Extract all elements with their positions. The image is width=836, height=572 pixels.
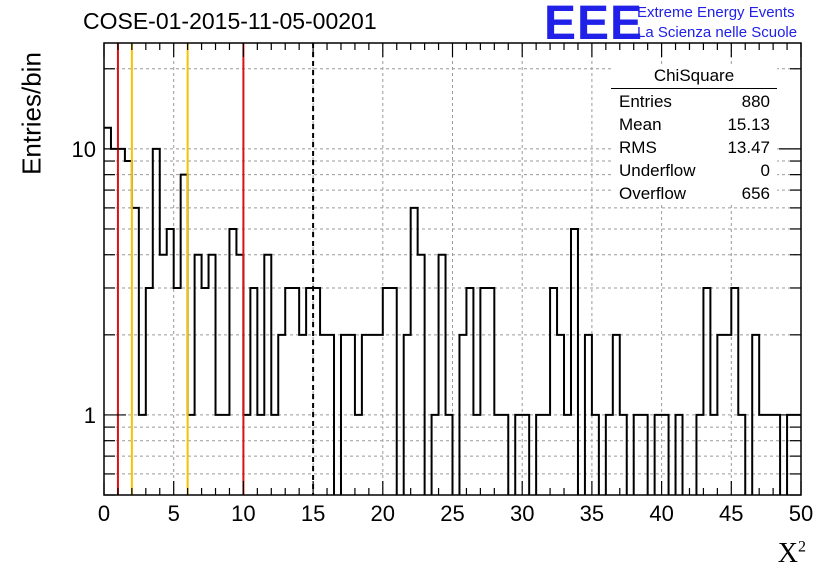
stats-row: Underflow 0 bbox=[611, 159, 777, 182]
stats-label: RMS bbox=[619, 138, 657, 157]
axes: 0 5 10 15 20 25 30 35 40 45 50 1 10 bbox=[72, 42, 813, 526]
x-tick-label: 25 bbox=[440, 501, 464, 526]
eee-logo: EEE bbox=[544, 0, 644, 50]
y-axis-label: Entries/bin bbox=[16, 52, 47, 175]
stats-box: ChiSquare Entries 880 Mean 15.13 RMS 13.47 Und… bbox=[611, 66, 777, 205]
stats-value: 880 bbox=[741, 92, 770, 111]
stats-label: Overflow bbox=[619, 184, 687, 203]
vertical-marker-lines bbox=[116, 43, 315, 495]
x-tick-label: 40 bbox=[649, 501, 673, 526]
stats-row: RMS 13.47 bbox=[611, 136, 777, 159]
stats-label: Underflow bbox=[619, 161, 696, 180]
stats-title: ChiSquare bbox=[611, 66, 777, 89]
y-tick-label: 1 bbox=[84, 403, 96, 428]
stats-value: 13.47 bbox=[727, 138, 770, 157]
x-axis-label: X2 bbox=[777, 538, 806, 569]
stats-value: 0 bbox=[760, 161, 770, 180]
stats-label: Entries bbox=[619, 92, 672, 111]
x-tick-label: 15 bbox=[301, 501, 325, 526]
x-tick-label: 5 bbox=[168, 501, 180, 526]
logo-line-1: Extreme Energy Events bbox=[637, 4, 795, 21]
x-tick-label: 10 bbox=[231, 501, 255, 526]
stats-value: 656 bbox=[741, 184, 770, 203]
stats-rows: Entries 880 Mean 15.13 RMS 13.47 Underflow 0 Ove… bbox=[611, 90, 777, 205]
stats-row: Mean 15.13 bbox=[611, 113, 777, 136]
histogram-outline bbox=[104, 126, 801, 495]
y-tick-label: 10 bbox=[72, 137, 96, 162]
x-tick-label: 35 bbox=[580, 501, 604, 526]
logo-line-2: La Scienza nelle Scuole bbox=[637, 24, 798, 41]
x-tick-label: 50 bbox=[789, 501, 813, 526]
stats-row: Entries 880 bbox=[611, 90, 777, 113]
x-tick-label: 45 bbox=[719, 501, 743, 526]
x-tick-label: 20 bbox=[371, 501, 395, 526]
chart-title: COSE-01-2015-11-05-00201 bbox=[83, 8, 377, 34]
stats-label: Mean bbox=[619, 115, 662, 134]
x-tick-label: 30 bbox=[510, 501, 534, 526]
histogram-series bbox=[104, 126, 801, 495]
stats-value: 15.13 bbox=[727, 115, 770, 134]
stats-row: Overflow 656 bbox=[611, 182, 777, 205]
x-tick-label: 0 bbox=[98, 501, 110, 526]
